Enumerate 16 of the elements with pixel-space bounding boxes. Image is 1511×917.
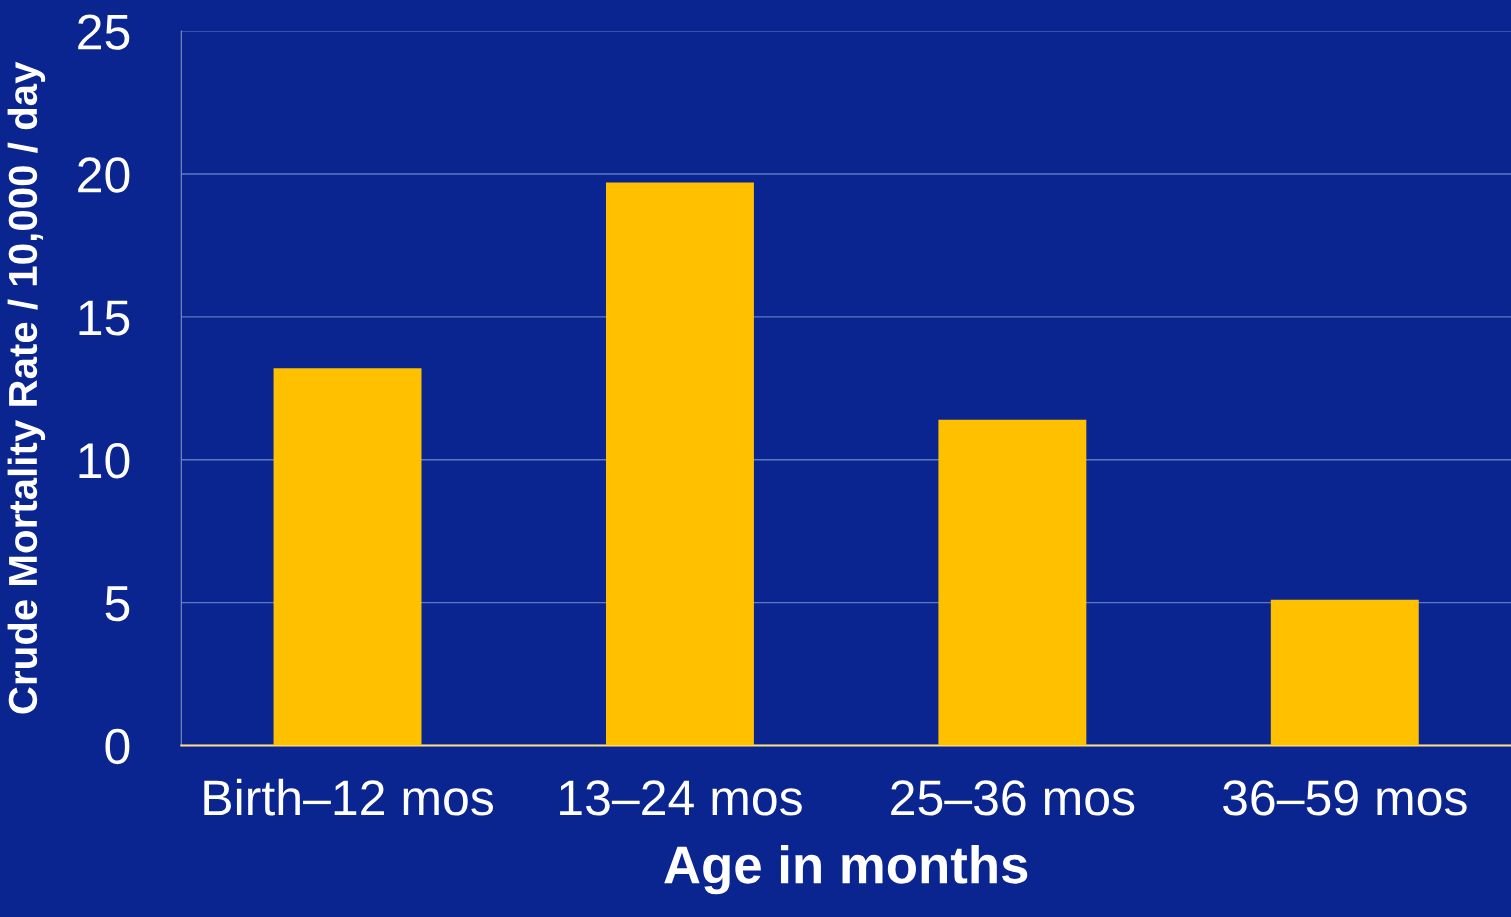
y-axis-title: Crude Mortality Rate / 10,000 / day	[7, 61, 46, 714]
bar	[1270, 599, 1419, 746]
y-tick-label: 0	[105, 728, 130, 765]
y-tick-label: 25	[78, 14, 130, 50]
x-tick-label: 25–36 mos	[891, 780, 1135, 816]
y-tick-label: 10	[79, 442, 130, 479]
bar	[273, 368, 422, 746]
bar	[605, 182, 754, 746]
bar	[938, 419, 1087, 746]
x-tick-label: Birth–12 mos	[204, 778, 494, 816]
y-tick-label: 5	[105, 586, 130, 622]
y-tick-label: 15	[79, 300, 130, 336]
y-tick-label: 20	[78, 157, 130, 193]
x-axis-title: Age in months	[664, 844, 1028, 895]
x-tick-label: 13–24 mos	[560, 780, 802, 816]
x-tick-label: 36–59 mos	[1223, 780, 1467, 816]
